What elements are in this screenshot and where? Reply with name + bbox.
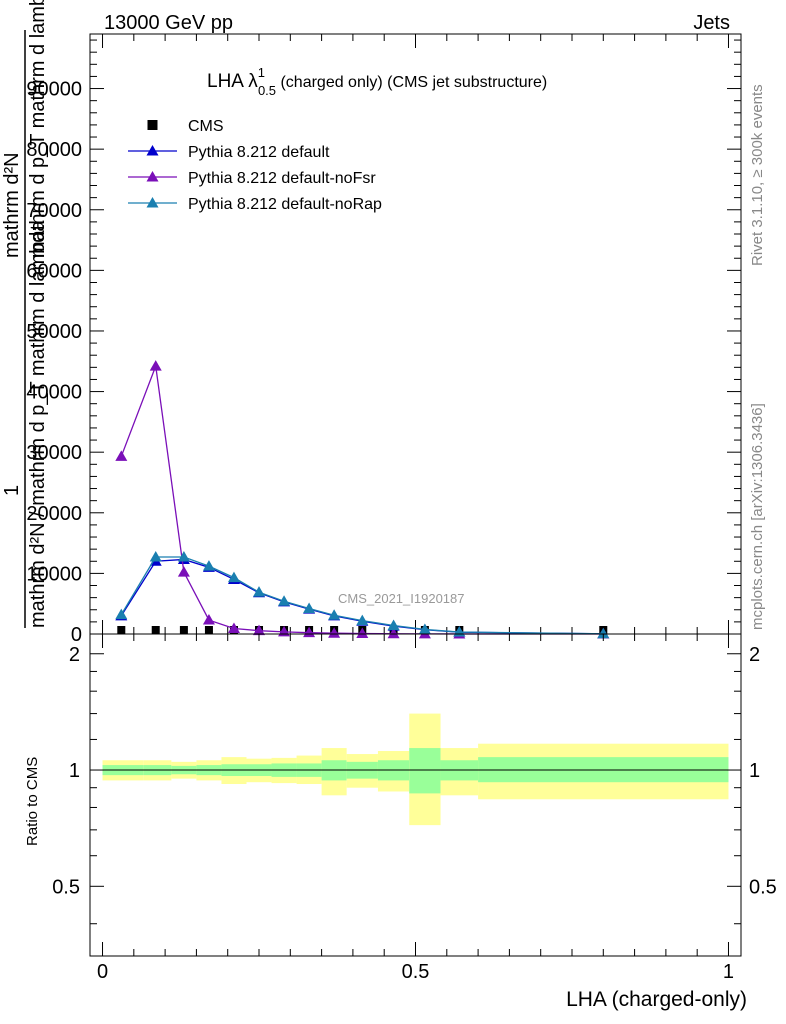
point-noRap [597,627,610,639]
ylabel-denominator: mathrm d²N / mathrm d p_T mathrm d lambd… [27,220,49,628]
ratio-ytick-label-right: 2 [749,644,760,666]
legend-entry-noRap: Pythia 8.212 default-noRap [128,196,382,213]
watermark: CMS_2021_I1920187 [338,591,465,606]
point-noRap [278,595,291,606]
point-noFsr [227,622,240,634]
point-noFsr [303,626,316,638]
rivet-note: Rivet 3.1.10, ≥ 300k events [749,84,766,266]
point-noFsr [177,566,190,577]
legend: CMS Pythia 8.212 default Pythia 8.212 defa… [128,118,382,213]
main-panel: 0 10000 20000 30000 40000 50000 60000 70000 8000… [26,33,742,646]
point-data [117,626,126,634]
ylabel-d2n: mathrm d²N [1,152,23,258]
point-data [151,626,160,634]
legend-marker-data [147,120,158,130]
point-noFsr [202,614,215,625]
ratio-ytick-label-right: 0.5 [749,876,777,898]
main-ytick-label: 30000 [26,442,82,464]
legend-marker-default [146,145,159,156]
plot-title-rest: (charged only) (CMS jet substructure) [276,74,547,91]
legend-marker-noRap [146,197,159,208]
point-noFsr [149,360,162,371]
main-ylabel: 1 mathrm d²N / mathrm d p_T mathrm d lam… [1,0,49,628]
ratio-xtick-label: 0.5 [402,961,430,983]
ylabel-numerator-one: 1 [1,485,23,496]
main-ytick-label: 40000 [26,382,82,404]
legend-marker-noFsr [146,171,159,182]
main-ytick-label: 70000 [26,200,82,222]
point-noRap [149,551,162,562]
legend-label-data: CMS [188,118,224,135]
point-noFsr [115,450,128,461]
legend-entry-noFsr: Pythia 8.212 default-noFsr [128,170,376,187]
ratio-xtick-label: 0 [97,961,108,983]
main-ytick-label: 60000 [26,260,82,282]
ratio-xtick-label: 1 [723,961,734,983]
main-ytick-label: 20000 [26,503,82,525]
source-note: mcplots.cern.ch [arXiv:1306.3436] [749,403,766,630]
main-ytick-label: 90000 [26,79,82,101]
ratio-ytick-label: 1 [69,760,80,782]
legend-label-default: Pythia 8.212 default [188,144,330,161]
main-ytick-label: 50000 [26,321,82,343]
process-label: Jets [693,12,730,34]
point-noRap [202,560,215,571]
point-noFsr [253,624,266,636]
plot-title-sub: 0.5 [258,83,276,98]
main-ytick-label: 0 [71,624,82,646]
point-noRap [227,571,240,583]
ratio-ytick-label-right: 1 [749,760,760,782]
main-ytick-label: 80000 [26,139,82,161]
ratio-ytick-label: 2 [69,644,80,666]
xlabel: LHA (charged-only) [566,988,747,1011]
point-data [179,626,188,634]
ratio-band-inner [409,748,441,794]
point-noFsr [356,627,369,639]
legend-entry-default: Pythia 8.212 default [128,144,330,161]
main-ytick-label: 10000 [26,563,82,585]
plot-title-lha: LHA λ [207,71,258,92]
ylabel-dpt: mathrm d p_T mathrm d lambda [27,0,49,258]
point-noFsr [328,627,341,638]
plot-title-sup: 1 [258,65,265,80]
point-noRap [253,586,266,597]
plot-title: LHA λ1 0.5 (charged only) (CMS jet substr… [207,65,547,98]
legend-label-noFsr: Pythia 8.212 default-noFsr [188,170,376,187]
series-noRap [115,551,610,639]
point-noRap [328,609,341,620]
ratio-ytick-label: 0.5 [52,876,80,898]
point-noRap [303,602,316,614]
point-data [204,626,213,634]
point-noRap [356,614,369,626]
ratio-ylabel: Ratio to CMS [24,757,41,846]
legend-entry-data: CMS [147,118,224,135]
point-noRap [387,619,400,631]
point-noRap [177,551,190,562]
point-noFsr [387,627,400,639]
energy-label: 13000 GeV pp [104,12,233,34]
point-noRap [418,623,431,634]
legend-label-noRap: Pythia 8.212 default-noRap [188,196,382,213]
point-noRap [115,608,128,620]
ratio-panel: 0.5 0.5 1 1 2 2 0 0.5 1 [52,633,777,983]
